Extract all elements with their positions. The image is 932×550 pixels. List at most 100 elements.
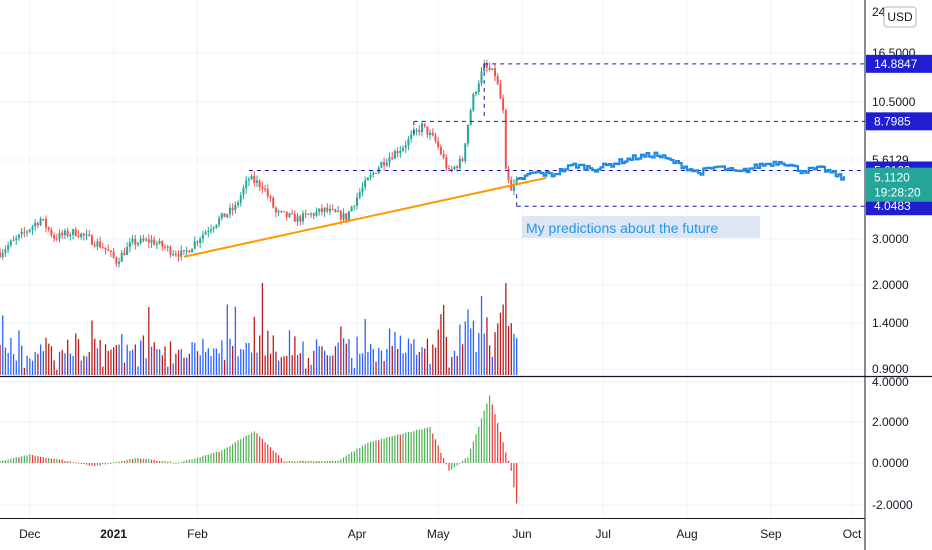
volume-bars [0, 283, 518, 375]
histogram-bar [361, 445, 364, 463]
volume-bar [278, 360, 280, 375]
volume-bar [264, 355, 266, 375]
histogram-bar [418, 429, 420, 463]
volume-bar [294, 336, 296, 375]
volume-bar [137, 366, 139, 375]
candle-body [439, 146, 442, 155]
volume-bar [348, 339, 350, 375]
x-tick-label: Feb [187, 527, 208, 541]
volume-bar [351, 358, 353, 375]
volume-bar [259, 335, 261, 375]
volume-bar [461, 344, 464, 375]
volume-bar [150, 346, 153, 375]
candle-body [53, 235, 56, 239]
candle-body [264, 188, 267, 190]
histogram-bar [323, 461, 326, 463]
currency-button-frame[interactable] [883, 6, 917, 28]
histogram-bar [372, 441, 374, 463]
volume-bar [48, 343, 50, 375]
histogram-bar [253, 431, 255, 463]
currency-button-label[interactable]: USD [887, 10, 913, 24]
histogram-bar [77, 463, 80, 464]
histogram-bar [296, 461, 299, 463]
candle-body [245, 180, 248, 189]
volume-bar [475, 351, 477, 375]
volume-bar [7, 353, 9, 375]
histogram-bar [118, 461, 120, 463]
volume-bar [167, 366, 169, 375]
volume-bar [434, 347, 437, 375]
x-tick-label: Jun [512, 527, 531, 541]
candle-body [101, 247, 104, 249]
volume-bar [183, 357, 185, 375]
candle-body [196, 241, 199, 243]
histogram-bar [115, 461, 117, 463]
histogram-bar [215, 451, 217, 463]
candle-body [4, 249, 7, 253]
histogram-bar [39, 456, 42, 463]
candle-body [131, 238, 134, 243]
histogram-bar [326, 460, 328, 463]
candle-body [47, 227, 50, 230]
histogram-bar [0, 461, 1, 463]
volume-bar [480, 295, 483, 375]
histogram-bar [397, 434, 399, 463]
candle-body [356, 197, 359, 206]
histogram-bar [196, 457, 199, 463]
volume-bar [215, 348, 218, 375]
histogram-bar [107, 463, 109, 464]
volume-bar [242, 349, 245, 375]
candle-body [136, 243, 139, 245]
volume-bar [510, 323, 512, 375]
volume-bar [332, 355, 334, 375]
volume-bar [12, 354, 15, 375]
histogram-bar [226, 447, 228, 463]
candle-body [28, 229, 31, 232]
volume-bar [345, 343, 347, 375]
volume-bar [478, 333, 480, 375]
histogram-bar [164, 460, 166, 463]
volume-bar [391, 345, 393, 375]
volume-bar [310, 364, 312, 375]
histogram-bar [286, 461, 288, 463]
volume-bar [440, 314, 442, 375]
candle-body [310, 213, 313, 215]
histogram-bar [34, 455, 36, 463]
currency-button[interactable]: USD [883, 6, 917, 28]
volume-bar [418, 352, 420, 375]
histogram-bar [64, 460, 66, 463]
candle-body [466, 124, 469, 144]
volume-bar [77, 338, 80, 375]
x-tick-label: Aug [676, 527, 697, 541]
histogram-bar [45, 458, 47, 463]
histogram-bar [207, 454, 209, 463]
candle-body [15, 237, 18, 240]
candle-body [255, 180, 258, 183]
volume-bar [172, 363, 174, 375]
candle-body [320, 208, 323, 212]
volume-bar [483, 333, 485, 375]
candle-body [494, 68, 496, 77]
histogram-bar [129, 458, 131, 463]
volume-bar [58, 351, 61, 375]
candle-body [364, 180, 367, 188]
candle-body [464, 143, 467, 161]
histogram-bar [278, 455, 280, 463]
volume-bar [94, 338, 96, 375]
volume-bar [126, 344, 128, 375]
volume-bar [169, 341, 172, 375]
candle-body [266, 189, 269, 197]
histogram-bar [497, 423, 499, 463]
x-tick-label: May [427, 527, 450, 541]
candle-body [345, 213, 348, 221]
histogram-bar [513, 463, 515, 488]
volume-bar [388, 328, 391, 375]
histogram-bar [342, 457, 345, 463]
candle-body [109, 250, 112, 252]
histogram-bar [491, 404, 493, 463]
volume-bar [405, 352, 407, 375]
candle-body [496, 76, 499, 84]
candle-body [17, 234, 20, 238]
histogram-bar [250, 432, 253, 463]
